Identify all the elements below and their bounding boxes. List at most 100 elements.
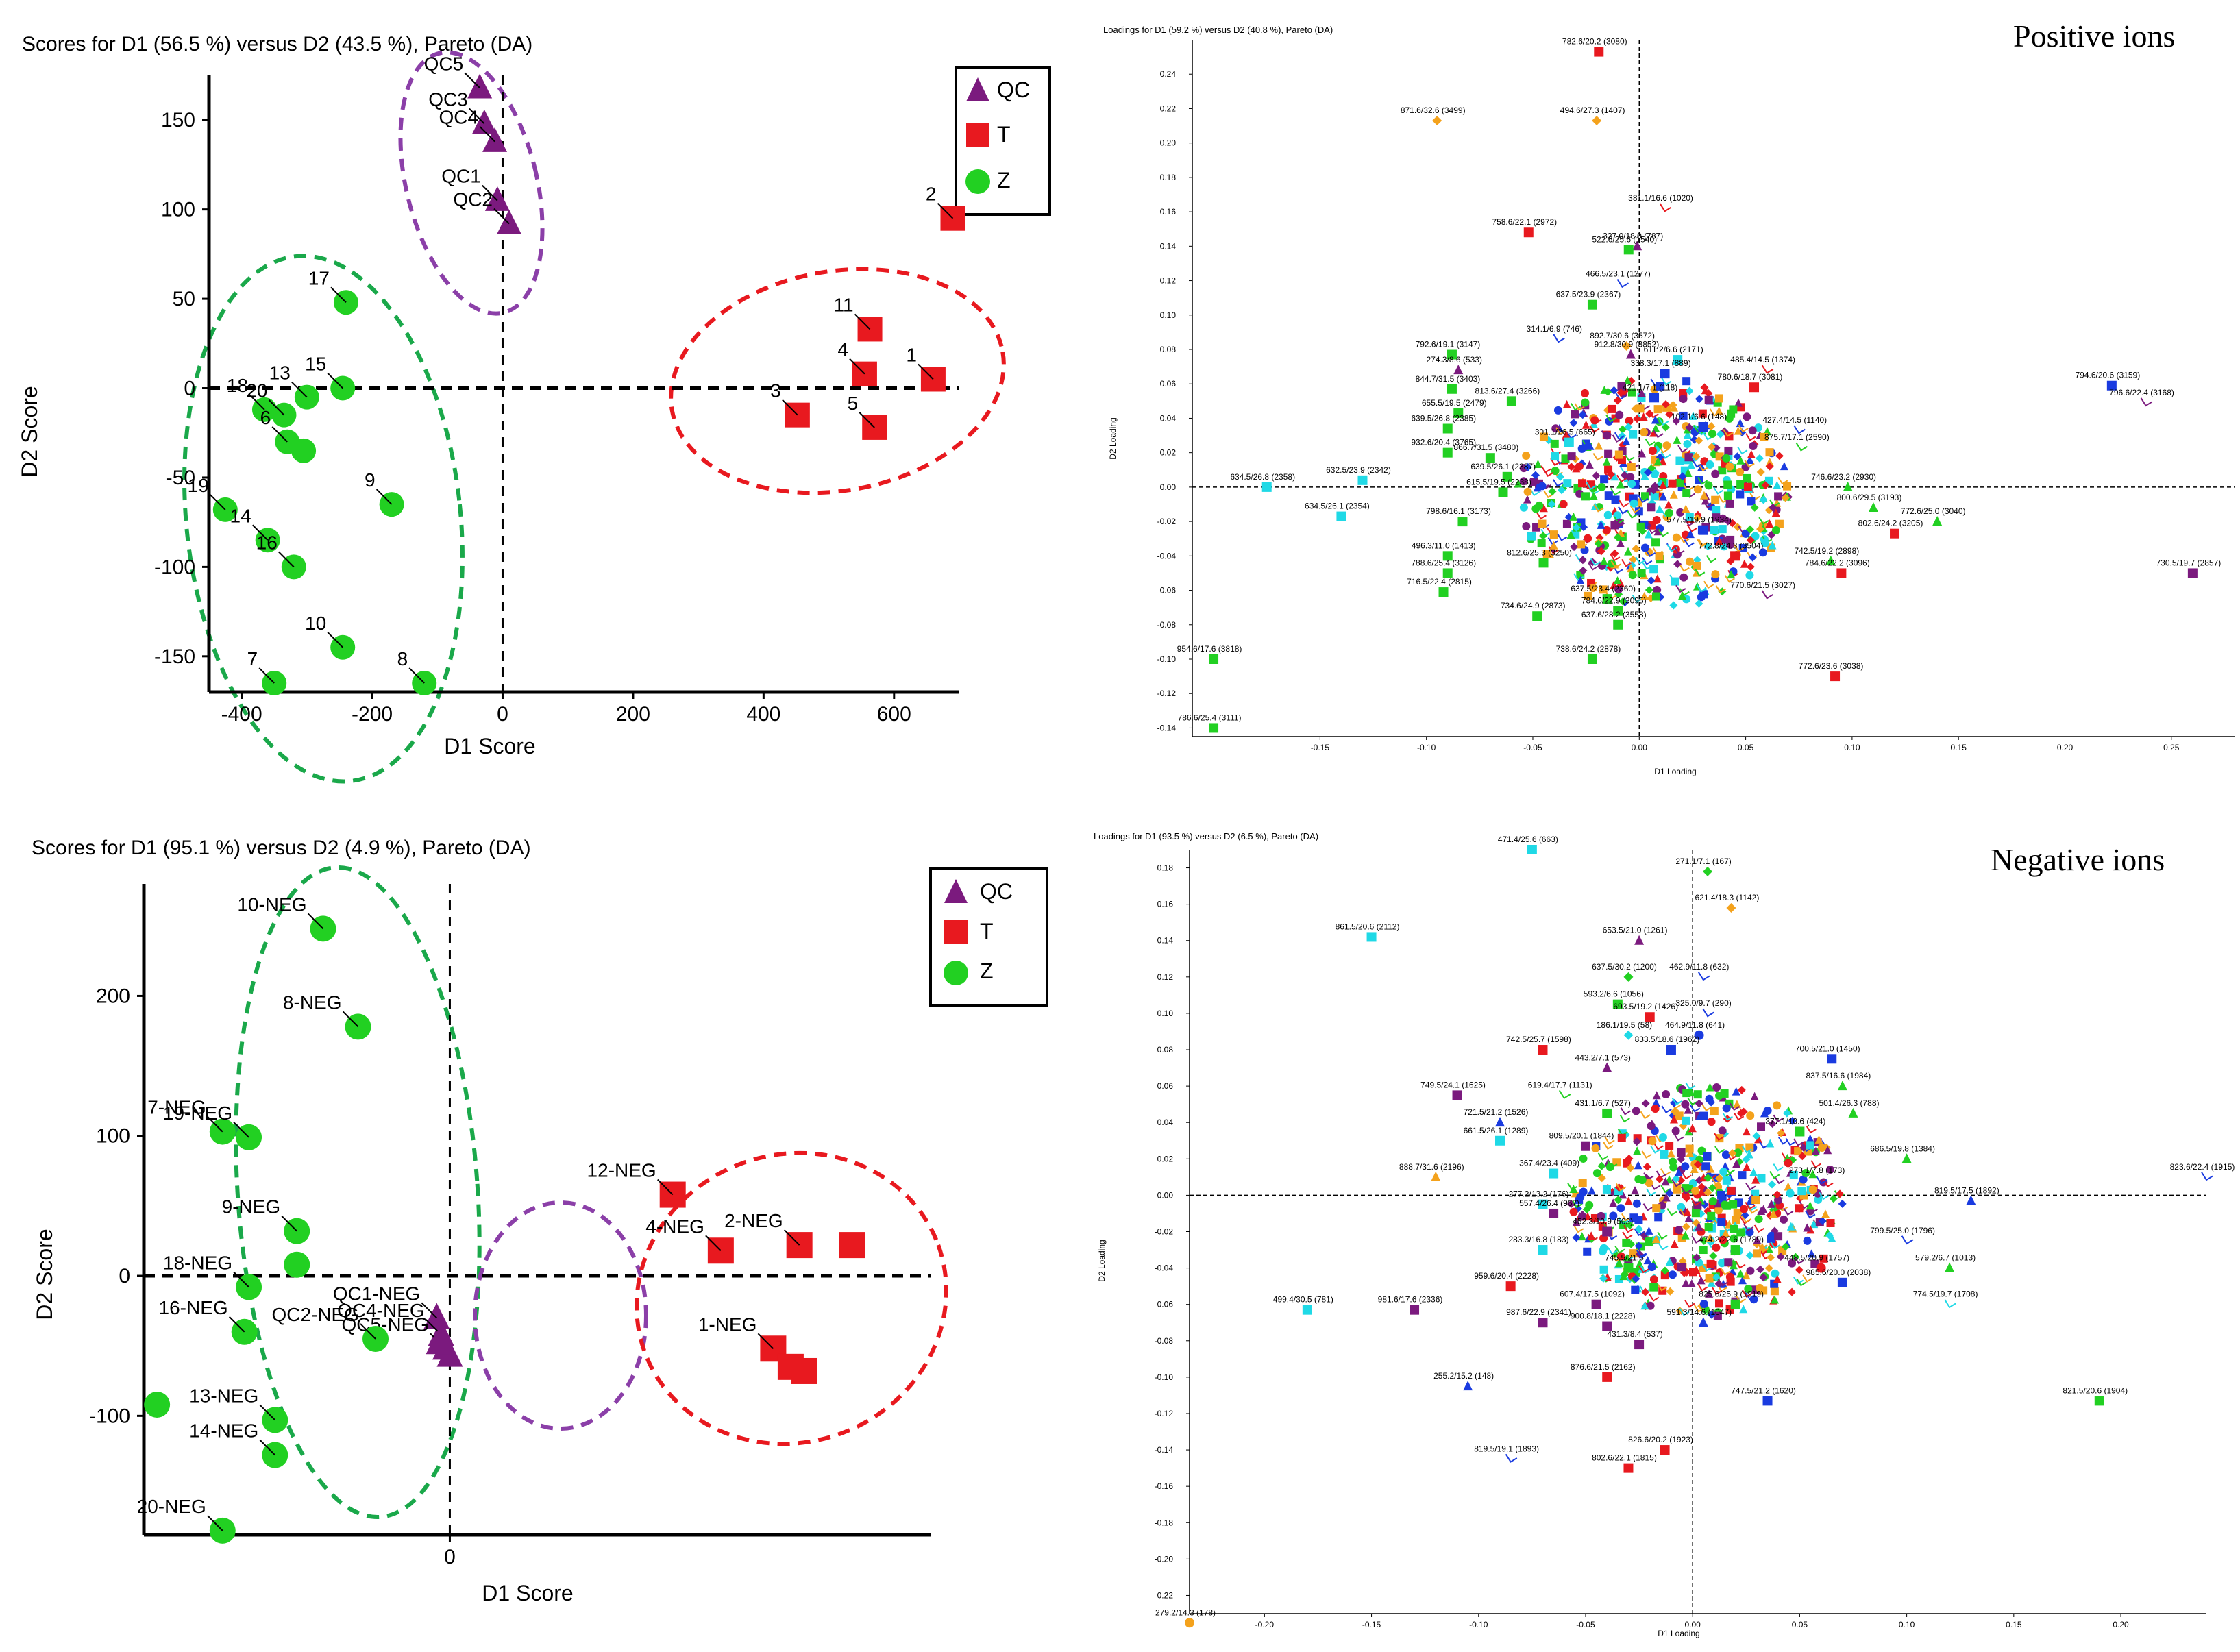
loadNeg-loading-label: 686.5/19.8 (1384) — [1870, 1144, 1935, 1153]
loadNeg-cloud-marker — [1618, 1216, 1629, 1225]
loadPos-cloud-marker — [1539, 531, 1548, 540]
loadPos-cloud-marker — [1743, 482, 1752, 491]
scoresNeg-label-leader — [307, 913, 324, 930]
loadNeg-cloud-marker — [1769, 1171, 1780, 1179]
loadPos-cloud-marker — [1714, 394, 1723, 403]
scoresPos-label-leader — [482, 184, 498, 201]
loadNeg-cloud-marker — [1646, 1301, 1655, 1310]
loadNeg-cloud-marker — [1749, 1295, 1758, 1304]
loadPos-cloud-marker — [1775, 452, 1784, 460]
loadNeg-cloud-marker — [1799, 1175, 1808, 1184]
loadNeg-cloud-marker — [1738, 1276, 1747, 1285]
loadPos-cloud-marker — [1685, 423, 1694, 432]
loadPos-cloud-marker — [1590, 558, 1601, 567]
loadNeg-cloud-marker — [1654, 1213, 1663, 1222]
loadNeg-loading-point — [1945, 1262, 1955, 1272]
loadNeg-loading-point — [1666, 1045, 1676, 1055]
loadPos-ytick-label: -0.08 — [1157, 620, 1177, 630]
loadNeg-cloud-marker — [1811, 1146, 1820, 1155]
loadNeg-cloud-marker — [1694, 1305, 1705, 1313]
loadPos-loading-point — [1621, 341, 1632, 351]
loadPos-cloud-marker — [1644, 468, 1653, 477]
loadNeg-cloud-marker — [1781, 1242, 1790, 1251]
loadNeg-loading-point — [1505, 1453, 1518, 1463]
scoresPos-label-leader — [859, 412, 875, 428]
loadNeg-cloud-marker — [1774, 1176, 1785, 1185]
loadNeg-cloud-marker — [1753, 1224, 1764, 1233]
loadPos-cloud-marker — [1573, 573, 1584, 581]
loadNeg-cloud-marker — [1695, 1222, 1703, 1231]
loadPos-cloud-marker — [1727, 570, 1736, 579]
scoresPos-label-leader — [469, 108, 485, 125]
loadNeg-cloud-marker — [1736, 1228, 1745, 1237]
loadNeg-cloud-marker — [1719, 1279, 1727, 1288]
loadNeg-cloud-marker — [1794, 1147, 1803, 1156]
loadNeg-cloud-marker — [1673, 1185, 1682, 1194]
loadPos-loading-point — [1793, 425, 1806, 434]
loadNeg-loading-label: 462.9/11.8 (632) — [1669, 962, 1729, 972]
loadPos-cloud-marker — [1715, 585, 1726, 593]
loadNeg-cloud-marker — [1719, 1168, 1728, 1176]
loadPos-cloud-marker — [1703, 500, 1714, 509]
loadPos-loading-label: 716.5/22.4 (2815) — [1407, 577, 1472, 587]
scoresNeg-label-leader — [259, 1404, 276, 1421]
loadNeg-cloud-marker — [1609, 1198, 1618, 1207]
loadPos-cloud-marker — [1704, 481, 1713, 490]
loadPos-cloud-marker — [1744, 460, 1755, 468]
loadNeg-cloud-marker — [1641, 1287, 1650, 1296]
legend-positive-z-label: Z — [997, 168, 1011, 193]
loadPos-cloud-marker — [1579, 523, 1588, 532]
loadNeg-loading-label: 471.4/25.6 (663) — [1498, 835, 1558, 844]
loadPos-cloud-marker — [1514, 479, 1523, 488]
loadPos-loading-point — [1553, 334, 1565, 343]
loadPos-cloud-marker — [1771, 526, 1780, 534]
loadings-positive-title: Loadings for D1 (59.2 %) versus D2 (40.8… — [1103, 25, 1333, 35]
loadNeg-cloud-marker — [1638, 1265, 1649, 1274]
loadPos-loading-point — [1749, 382, 1760, 393]
loadPos-loading-label: 634.5/26.1 (2354) — [1305, 502, 1370, 511]
loadNeg-cloud-marker — [1653, 1142, 1664, 1150]
loadPos-cloud-marker — [1648, 447, 1657, 456]
loadPos-loading-label: 792.6/19.1 (3147) — [1416, 340, 1481, 349]
loadPos-cloud-marker — [1592, 471, 1601, 480]
loadPos-cloud-marker — [1723, 491, 1732, 500]
loadNeg-cloud-marker — [1572, 1218, 1581, 1226]
loadPos-cloud-marker — [1644, 530, 1653, 539]
loadNeg-cloud-marker — [1605, 1163, 1614, 1172]
loadNeg-loading-label: 377.1/10.6 (424) — [1765, 1116, 1825, 1126]
scoresNeg-point-label: 1-NEG — [698, 1314, 757, 1335]
loadPos-loading-point — [2106, 380, 2117, 391]
scoresNeg-point-label: QC4-NEG — [337, 1300, 425, 1321]
loadPos-cloud-marker — [1543, 490, 1554, 499]
loadNeg-loading-point — [1944, 1299, 1956, 1309]
loadNeg-cloud-marker — [1682, 1222, 1690, 1231]
loadPos-cloud-marker — [1679, 395, 1688, 404]
loadNeg-cloud-marker — [1736, 1269, 1745, 1278]
loadNeg-cloud-marker — [1739, 1305, 1748, 1314]
loadPos-loading-point — [1649, 393, 1660, 403]
loadPos-cloud-marker — [1748, 553, 1757, 562]
loadNeg-cloud-marker — [1788, 1259, 1797, 1268]
loadPos-cloud-marker — [1649, 565, 1658, 574]
scoresNeg-point-qc — [426, 1328, 452, 1355]
loadNeg-xtick-label: -0.15 — [1362, 1620, 1381, 1629]
loadPos-loading-label: 742.5/19.2 (2898) — [1794, 546, 1859, 556]
scoresPos-point-label: 4 — [837, 339, 848, 360]
loadPos-cloud-marker — [1627, 480, 1636, 489]
loadPos-cloud-marker — [1634, 507, 1643, 516]
loadNeg-cloud-marker — [1751, 1196, 1760, 1205]
scoresNeg-point-label: 10-NEG — [237, 893, 306, 915]
scores-negative-ylabel: D2 Score — [32, 1229, 57, 1320]
loadNeg-loading-point — [1623, 1463, 1634, 1473]
loadNeg-cloud-marker — [1709, 1251, 1718, 1260]
loadNeg-loading-label: 747.5/21.2 (1620) — [1731, 1385, 1796, 1395]
loadNeg-cloud-marker — [1818, 1216, 1827, 1225]
loadPos-loading-point — [1625, 349, 1636, 359]
loadNeg-cloud-marker — [1622, 1231, 1633, 1240]
loadPos-cloud-marker — [1659, 492, 1668, 501]
loadPos-cloud-marker — [1672, 533, 1681, 542]
loadPos-cloud-marker — [1733, 452, 1742, 461]
loadNeg-cloud-marker — [1614, 1246, 1625, 1254]
loadPos-cloud-marker — [1647, 526, 1658, 534]
loadPos-loading-label: 381.1/16.6 (1020) — [1628, 193, 1693, 203]
